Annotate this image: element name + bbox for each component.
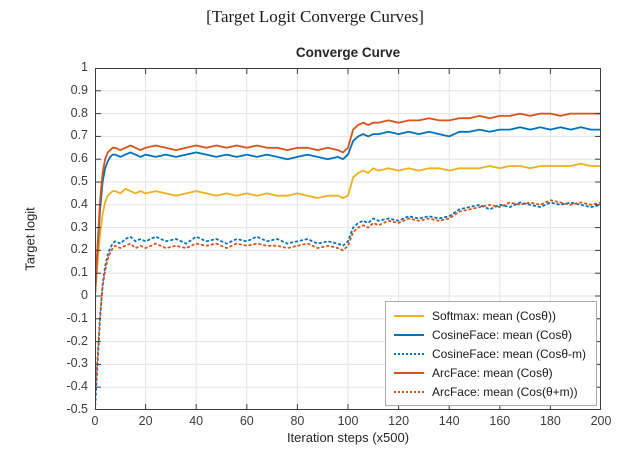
plot-area xyxy=(95,68,601,410)
y-tick-label: -0.1 xyxy=(66,310,88,325)
legend-line-sample xyxy=(393,333,424,336)
legend-label: CosineFace: mean (Cosθ-m) xyxy=(431,346,586,361)
legend-box: Softmax: mean (Cosθ)) CosineFace: mean (C… xyxy=(384,301,597,406)
x-tick-label: 120 xyxy=(388,414,410,428)
y-tick-label: 0.5 xyxy=(70,174,88,188)
x-tick-label: 60 xyxy=(239,414,254,428)
y-tick-label: -0.3 xyxy=(66,356,88,371)
legend-line-sample xyxy=(393,390,424,393)
legend-row: CosineFace: mean (Cosθ) xyxy=(393,327,586,342)
x-tick-label: 140 xyxy=(438,414,460,428)
y-tick-label: 0.4 xyxy=(70,196,88,211)
y-tick-label: 0.8 xyxy=(70,105,88,120)
figure-caption: [Target Logit Converge Curves] xyxy=(206,7,424,26)
legend-line-sample xyxy=(393,314,424,317)
legend-row: ArcFace: mean (Cos(θ+m)) xyxy=(393,384,586,399)
y-tick-label: 1 xyxy=(81,60,88,74)
legend-row: ArcFace: mean (Cosθ) xyxy=(393,365,586,380)
legend-line-sample xyxy=(393,371,424,374)
x-axis-label: Iteration steps (x500) xyxy=(286,430,410,445)
legend-label: ArcFace: mean (Cos(θ+m)) xyxy=(431,384,578,399)
x-tick-label: 0 xyxy=(91,414,99,428)
y-axis-label: Target logit xyxy=(22,207,38,271)
legend-line-sample xyxy=(393,352,424,355)
y-tick-label: 0.7 xyxy=(70,128,88,143)
x-tick-label: 100 xyxy=(337,414,359,428)
x-tick-label: 160 xyxy=(489,414,511,428)
legend-label: CosineFace: mean (Cosθ) xyxy=(431,327,572,342)
y-tick-label: -0.4 xyxy=(66,379,88,394)
legend-label: ArcFace: mean (Cosθ) xyxy=(431,365,553,380)
y-tick-label: 0.9 xyxy=(70,82,88,97)
y-tick-label: -0.5 xyxy=(66,402,88,416)
legend-row: Softmax: mean (Cosθ)) xyxy=(393,308,586,323)
x-tick-label: 80 xyxy=(290,414,305,428)
chart-title: Converge Curve xyxy=(295,45,401,60)
x-tick-label: 20 xyxy=(138,414,153,428)
x-tick-label: 180 xyxy=(539,414,561,428)
y-tick-label: 0.1 xyxy=(70,265,88,280)
legend-label: Softmax: mean (Cosθ)) xyxy=(431,308,556,323)
legend-row: CosineFace: mean (Cosθ-m) xyxy=(393,346,586,361)
y-tick-label: 0 xyxy=(81,288,88,302)
x-tick-label: 200 xyxy=(590,414,612,428)
y-tick-label: 0.2 xyxy=(70,242,88,257)
y-tick-label: 0.6 xyxy=(70,151,88,166)
y-tick-label: 0.3 xyxy=(70,219,88,234)
y-tick-label: -0.2 xyxy=(66,333,88,348)
x-tick-label: 40 xyxy=(189,414,204,428)
